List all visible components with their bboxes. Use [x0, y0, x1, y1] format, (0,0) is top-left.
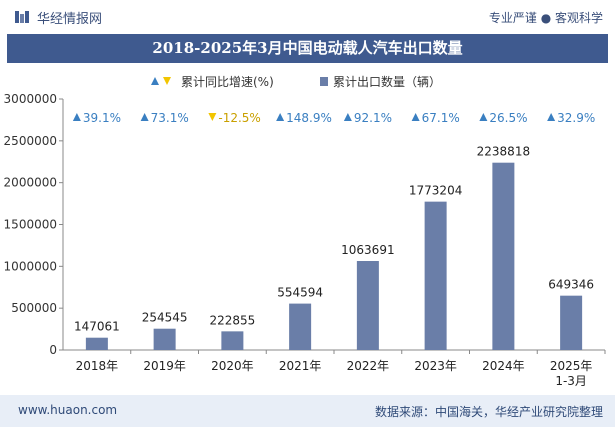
footer-url[interactable]: www.huaon.com — [18, 403, 118, 417]
up-triangle-icon — [343, 113, 352, 121]
logo-icon — [15, 11, 29, 23]
y-tick-label: 3000000 — [4, 92, 57, 106]
up-triangle-icon — [72, 113, 81, 121]
y-tick-label: 2000000 — [4, 176, 57, 190]
legend-up-triangle-icon — [151, 77, 159, 85]
brand-name: 华经情报网 — [37, 12, 103, 27]
bar-value-label: 147061 — [74, 320, 120, 334]
growth-rate-label: 67.1% — [422, 111, 460, 125]
x-axis: 2018年 2019年 2020年 2021年 2022年 2023年 2024年 2025年… — [76, 350, 606, 388]
category-label: 2022年 — [347, 359, 390, 373]
bar — [424, 201, 447, 350]
bar-value-label: 2238818 — [477, 145, 530, 159]
growth-rate-label: 148.9% — [286, 111, 332, 125]
bar — [356, 261, 379, 350]
bar-value-label: 222855 — [209, 313, 255, 327]
bar — [153, 328, 176, 350]
up-triangle-icon — [276, 113, 285, 121]
legend-bar-swatch — [320, 77, 328, 86]
growth-rate-label: -12.5% — [218, 111, 260, 125]
up-triangle-icon — [411, 113, 420, 121]
y-tick-label: 0 — [49, 343, 57, 357]
bar-value-label: 649346 — [548, 278, 594, 292]
y-tick-label: 1000000 — [4, 259, 57, 273]
data-source: 数据来源：中国海关，华经产业研究院整理 — [374, 405, 603, 419]
up-triangle-icon — [479, 113, 488, 121]
footer: www.huaon.com 数据来源：中国海关，华经产业研究院整理 — [0, 395, 615, 427]
growth-labels: 39.1% 73.1% -12.5% 148.9% 92.1% 67.1% 26.5% 32.… — [72, 111, 595, 125]
category-label: 2020年 — [211, 359, 254, 373]
category-label: 2021年 — [279, 359, 322, 373]
y-tick-label: 500000 — [11, 301, 57, 315]
up-triangle-icon — [140, 113, 149, 121]
growth-rate-label: 32.9% — [557, 111, 595, 125]
category-label: 2023年 — [414, 359, 457, 373]
bar — [85, 337, 108, 350]
growth-rate-label: 73.1% — [151, 111, 189, 125]
chart: 累计同比增速(%) 累计出口数量（辆） 0 500000 1000000 150000… — [4, 74, 606, 388]
category-label: 2019年 — [143, 359, 186, 373]
bar-value-label: 254545 — [142, 311, 188, 325]
bar — [289, 303, 312, 350]
category-label: 1-3月 — [555, 374, 587, 388]
value-labels: 147061 254545 222855 554594 1063691 1773204 22… — [74, 145, 594, 334]
up-triangle-icon — [547, 113, 556, 121]
growth-rate-label: 92.1% — [354, 111, 392, 125]
legend: 累计同比增速(%) 累计出口数量（辆） — [151, 74, 441, 89]
chart-title: 2018-2025年3月中国电动载人汽车出口数量 — [7, 34, 608, 63]
legend-growth-label: 累计同比增速(%) — [181, 75, 274, 89]
legend-bar-label: 累计出口数量（辆） — [333, 74, 441, 89]
y-tick-label: 1500000 — [4, 218, 57, 232]
bar-value-label: 1063691 — [341, 243, 394, 257]
bar-value-label: 1773204 — [409, 184, 462, 198]
legend-down-triangle-icon — [163, 77, 171, 85]
down-triangle-icon — [208, 113, 217, 121]
y-tick-label: 2500000 — [4, 134, 57, 148]
category-label: 2018年 — [76, 359, 119, 373]
bar — [492, 162, 515, 350]
top-bar: 华经情报网 专业严谨 ● 客观科学 — [0, 0, 615, 34]
y-axis: 0 500000 1000000 1500000 2000000 2500000 30000… — [4, 92, 605, 357]
bar-value-label: 554594 — [277, 286, 323, 300]
bar — [560, 295, 583, 350]
growth-rate-label: 39.1% — [83, 111, 121, 125]
growth-rate-label: 26.5% — [489, 111, 527, 125]
category-label: 2024年 — [482, 359, 525, 373]
category-label: 2025年 — [550, 359, 593, 373]
bar — [221, 331, 244, 350]
bars — [85, 162, 583, 350]
tagline: 专业严谨 ● 客观科学 — [488, 11, 603, 25]
